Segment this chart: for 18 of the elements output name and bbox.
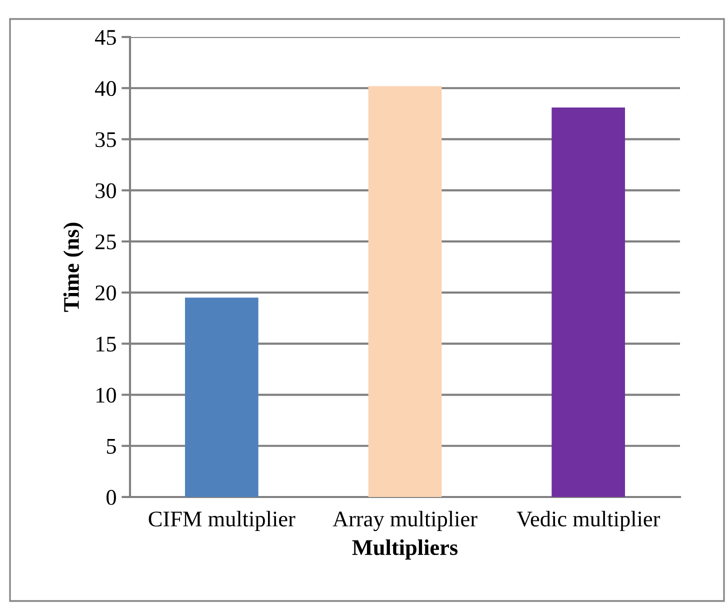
x-tick-label: CIFM multiplier (148, 510, 296, 532)
x-axis-title: Multipliers (352, 539, 458, 560)
bar (185, 298, 258, 497)
x-tick-label: Vedic multiplier (516, 510, 660, 532)
x-tick-label: Array multiplier (332, 510, 478, 532)
y-tick-label: 20 (96, 285, 116, 300)
y-tick-label: 0 (106, 490, 116, 505)
bar (368, 86, 442, 497)
y-tick-label: 45 (95, 30, 116, 45)
y-axis-title: Time (ns) (63, 222, 84, 312)
y-tick-label: 35 (96, 132, 116, 148)
y-tick-label: 25 (96, 234, 116, 250)
y-tick-label: 10 (96, 388, 116, 403)
y-tick-label: 5 (106, 439, 116, 454)
y-tick-label: 15 (96, 336, 116, 352)
y-tick-label: 30 (96, 183, 116, 198)
bar (552, 108, 625, 497)
y-tick-label: 40 (95, 81, 116, 96)
